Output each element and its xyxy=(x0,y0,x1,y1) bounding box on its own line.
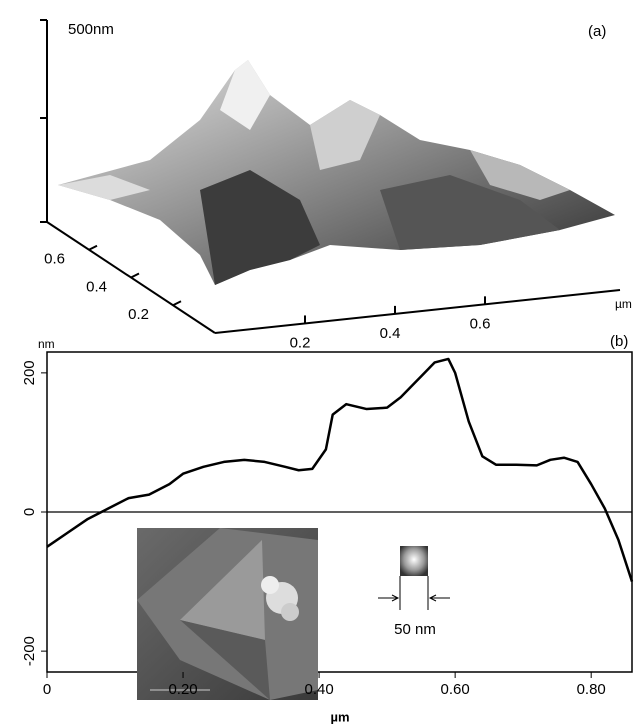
panel-label: (b) xyxy=(610,333,628,350)
x-axis-label: µm xyxy=(615,297,632,311)
y-tick-label: 200 xyxy=(21,360,38,385)
y-tick-label: 0.2 xyxy=(128,306,149,323)
y-tick xyxy=(89,246,97,250)
x-tick-label: 0.60 xyxy=(441,681,470,698)
panel-label: (a) xyxy=(588,23,606,40)
x-tick-label: 0.40 xyxy=(304,681,333,698)
y-tick-label: 0 xyxy=(21,508,38,516)
x-tick-label: 0.6 xyxy=(470,315,491,332)
x-axis-label: µm xyxy=(330,709,349,724)
x-tick-label: 0.4 xyxy=(380,325,401,342)
surface-image xyxy=(58,60,615,285)
y-tick xyxy=(131,274,139,278)
sem-inset xyxy=(137,528,318,700)
x-tick-label: 0.80 xyxy=(577,681,606,698)
figure: 500nm (a) µm 50 nm nm µm (b) 0.2 0.4 0.6 0.… xyxy=(0,0,641,728)
x-tick-label: 0 xyxy=(43,681,51,698)
z-axis-label: 500nm xyxy=(68,21,114,38)
x-tick-label: 0.20 xyxy=(168,681,197,698)
x-tick-label: 0.2 xyxy=(290,334,311,351)
profile-line xyxy=(47,359,632,582)
y-tick-label: -200 xyxy=(21,636,38,666)
y-tick xyxy=(173,301,181,305)
y-axis-label: nm xyxy=(38,337,55,351)
y-tick-label: 0.4 xyxy=(86,278,107,295)
y-tick-label: 0.6 xyxy=(44,251,65,268)
annotation: 50 nm xyxy=(394,621,436,638)
sphere-scale xyxy=(378,546,450,610)
